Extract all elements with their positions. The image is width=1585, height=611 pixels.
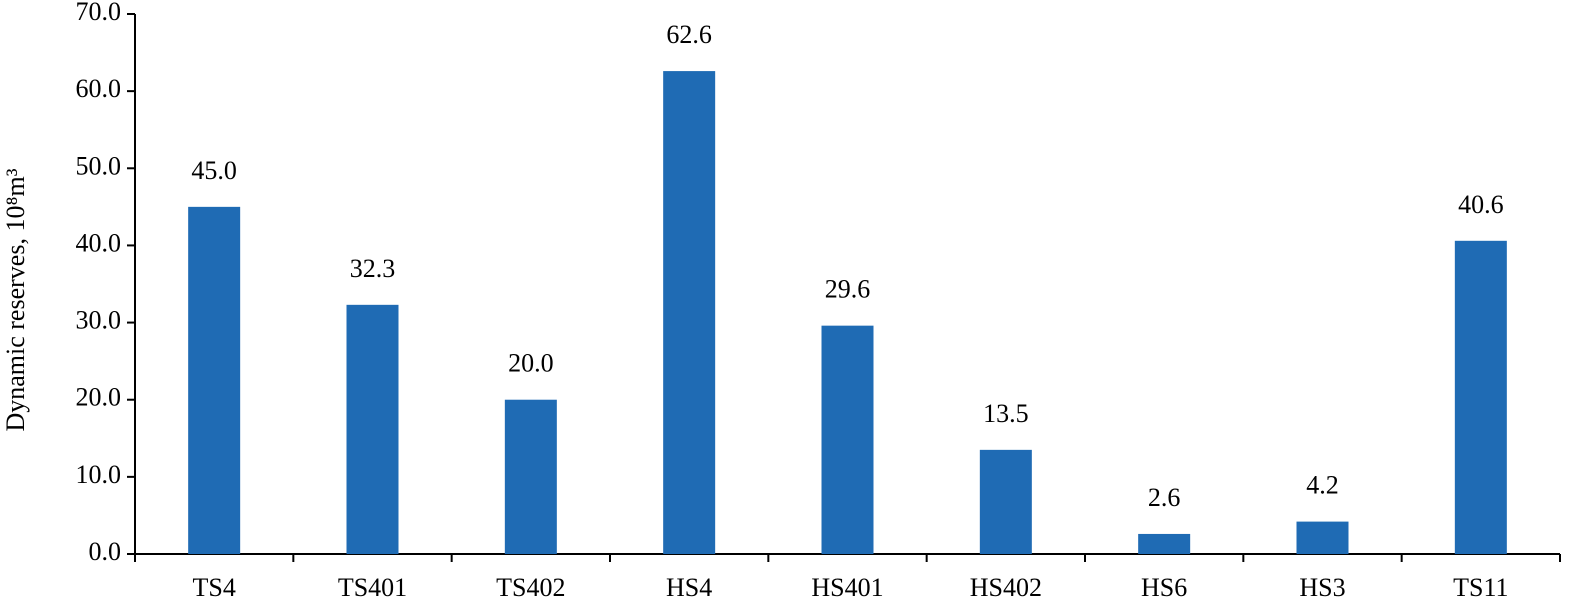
- y-tick-label: 10.0: [76, 460, 122, 489]
- data-label: 13.5: [983, 399, 1029, 428]
- x-tick-label: TS401: [338, 573, 407, 602]
- y-tick-label: 70.0: [76, 0, 122, 26]
- x-tick-label: TS4: [192, 573, 235, 602]
- x-tick-label: HS6: [1141, 573, 1187, 602]
- y-tick-label: 20.0: [76, 383, 122, 412]
- data-label: 2.6: [1148, 483, 1181, 512]
- bar: [1454, 240, 1507, 555]
- data-label: 62.6: [666, 20, 712, 49]
- bar: [188, 206, 241, 554]
- y-tick-label: 60.0: [76, 74, 122, 103]
- bar: [504, 399, 557, 554]
- y-tick-label: 40.0: [76, 228, 122, 257]
- bar: [663, 71, 716, 554]
- x-tick-label: TS11: [1453, 573, 1508, 602]
- x-tick-label: HS4: [666, 573, 712, 602]
- data-label: 45.0: [191, 156, 237, 185]
- x-tick-label: HS401: [811, 573, 883, 602]
- x-tick-label: HS402: [970, 573, 1042, 602]
- y-tick-label: 50.0: [76, 151, 122, 180]
- bar: [1138, 533, 1191, 554]
- data-label: 32.3: [350, 254, 396, 283]
- bar: [346, 304, 399, 554]
- bar: [821, 325, 874, 554]
- data-label: 4.2: [1306, 471, 1339, 500]
- y-axis-label: Dynamic reserves, 10⁸m³: [1, 168, 30, 431]
- data-label: 40.6: [1458, 190, 1504, 219]
- x-tick-label: HS3: [1299, 573, 1345, 602]
- x-tick-label: TS402: [496, 573, 565, 602]
- y-tick-label: 30.0: [76, 306, 122, 335]
- data-label: 20.0: [508, 349, 554, 378]
- bar: [979, 449, 1032, 554]
- y-tick-label: 0.0: [89, 537, 122, 566]
- data-label: 29.6: [825, 275, 871, 304]
- bar: [1296, 521, 1349, 554]
